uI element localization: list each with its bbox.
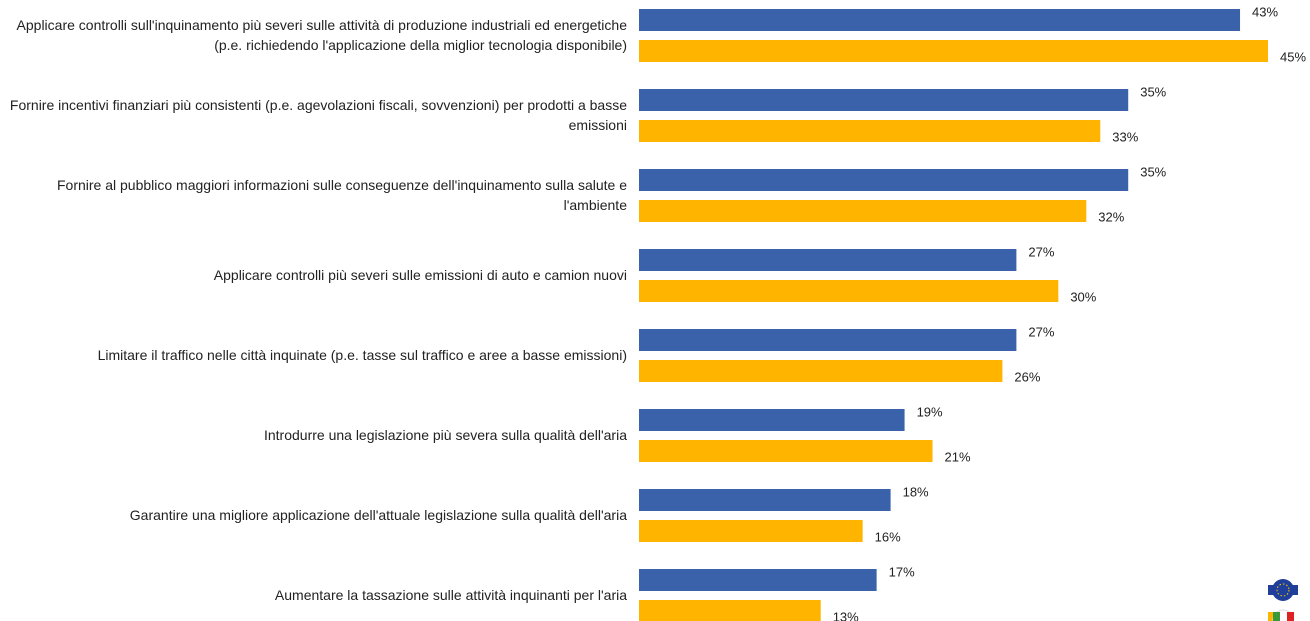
value-label: 21%	[945, 449, 971, 464]
category-label: Introdurre una legislazione più severa s…	[263, 427, 627, 443]
bar	[639, 40, 1268, 62]
bar	[639, 360, 1003, 382]
bar	[639, 9, 1241, 31]
value-label: 27%	[1028, 324, 1054, 339]
category-label: Limitare il traffico nelle città inquina…	[97, 347, 627, 363]
value-label: 13%	[833, 609, 859, 621]
category-label: Garantire una migliore applicazione dell…	[129, 507, 627, 523]
category-label: Fornire al pubblico maggiori informazion…	[56, 177, 627, 213]
value-label: 45%	[1280, 49, 1306, 64]
bar	[639, 329, 1017, 351]
bar	[639, 440, 933, 462]
value-label: 35%	[1140, 164, 1166, 179]
bar	[639, 409, 905, 431]
value-label: 26%	[1014, 369, 1040, 384]
value-label: 43%	[1252, 4, 1278, 19]
category-label: Fornire incentivi finanziari più consist…	[9, 97, 627, 133]
value-label: 18%	[903, 484, 929, 499]
value-label: 27%	[1028, 244, 1054, 259]
value-label: 32%	[1098, 209, 1124, 224]
eu-flag	[1268, 579, 1298, 601]
category-label: Aumentare la tassazione sulle attività i…	[274, 587, 627, 603]
value-label: 35%	[1140, 84, 1166, 99]
bar	[639, 200, 1087, 222]
bar	[639, 249, 1017, 271]
italy-flag	[1268, 609, 1294, 621]
bar	[639, 520, 863, 542]
category-label: Applicare controlli sull'inquinamento pi…	[16, 17, 627, 53]
bar	[639, 169, 1129, 191]
bar	[639, 489, 891, 511]
bar	[639, 89, 1129, 111]
value-label: 16%	[875, 529, 901, 544]
bar	[639, 280, 1059, 302]
value-label: 33%	[1112, 129, 1138, 144]
value-label: 30%	[1070, 289, 1096, 304]
value-label: 17%	[889, 564, 915, 579]
bar	[639, 600, 821, 621]
category-label: Applicare controlli più severi sulle emi…	[213, 267, 627, 283]
bar	[639, 569, 877, 591]
bar	[639, 120, 1101, 142]
value-label: 19%	[917, 404, 943, 419]
